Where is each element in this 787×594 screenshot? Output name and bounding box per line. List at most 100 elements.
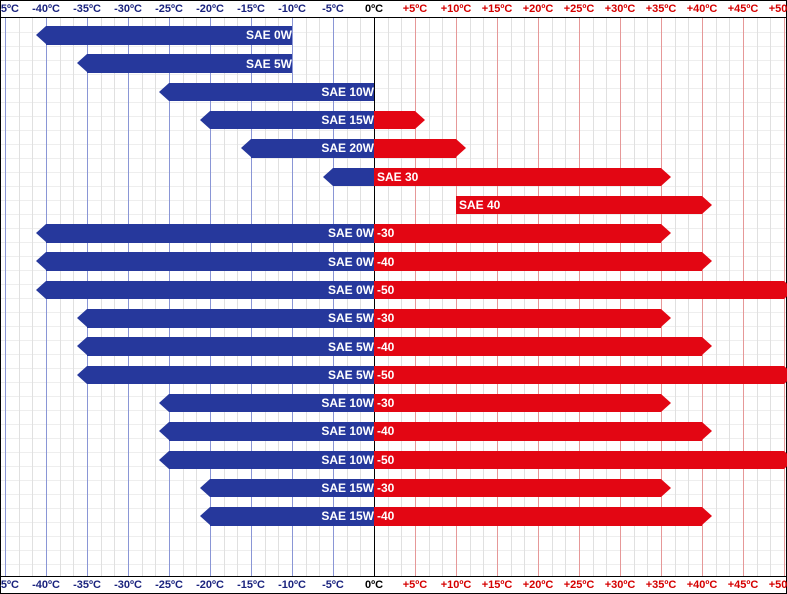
bar-row: SAE 30 bbox=[1, 168, 786, 187]
bar-row: SAE 5W-40 bbox=[1, 337, 786, 356]
axis-tick-label: +15ºC bbox=[477, 3, 518, 15]
axis-tick-label: +20ºC bbox=[518, 579, 559, 591]
bar-cold-label: SAE 20W bbox=[251, 139, 377, 158]
bar-hot-label: -40 bbox=[374, 337, 705, 356]
bar-hot-label: -40 bbox=[374, 422, 705, 441]
axis-tick-label: +25ºC bbox=[559, 3, 600, 15]
axis-tick-label: -20ºC bbox=[190, 3, 231, 15]
bar-cold-label: SAE 5W bbox=[87, 54, 295, 73]
bar-cold-label: SAE 5W bbox=[87, 366, 377, 385]
bar-hot-label: -30 bbox=[374, 394, 664, 413]
arrow-left-icon bbox=[323, 168, 333, 186]
bar-cold-label: SAE 10W bbox=[169, 394, 377, 413]
bar-row: SAE 0W-40 bbox=[1, 252, 786, 271]
axis-tick-label: -35ºC bbox=[67, 3, 108, 15]
axis-tick-label: +5ºC bbox=[395, 3, 436, 15]
bar-cold-label: SAE 0W bbox=[46, 252, 377, 271]
axis-tick-label: -40ºC bbox=[26, 579, 67, 591]
arrow-left-icon bbox=[36, 252, 46, 270]
axis-tick-label: +30ºC bbox=[600, 579, 641, 591]
arrow-right-icon bbox=[456, 139, 466, 157]
axis-tick-label: -40ºC bbox=[26, 3, 67, 15]
bar-cold-label: SAE 15W bbox=[210, 111, 377, 130]
arrow-left-icon bbox=[159, 422, 169, 440]
bar-hot bbox=[374, 139, 456, 158]
arrow-left-icon bbox=[200, 507, 210, 525]
axis-tick-label: -30ºC bbox=[108, 579, 149, 591]
axis-tick-label: -5ºC bbox=[313, 579, 354, 591]
sae-viscosity-chart: -45ºC-40ºC-35ºC-30ºC-25ºC-20ºC-15ºC-10ºC… bbox=[0, 0, 787, 594]
bar-cold-label: SAE 0W bbox=[46, 281, 377, 300]
arrow-left-icon bbox=[200, 111, 210, 129]
arrow-left-icon bbox=[241, 139, 251, 157]
arrow-left-icon bbox=[159, 83, 169, 101]
axis-tick-label: -25ºC bbox=[149, 3, 190, 15]
bar-hot bbox=[374, 111, 415, 130]
axis-bottom: -45ºC-40ºC-35ºC-30ºC-25ºC-20ºC-15ºC-10ºC… bbox=[1, 577, 786, 593]
arrow-left-icon bbox=[77, 54, 87, 72]
bar-row: SAE 15W bbox=[1, 111, 786, 130]
axis-tick-label: 0ºC bbox=[354, 579, 395, 591]
bar-cold-label: SAE 0W bbox=[46, 26, 295, 45]
axis-tick-label: -35ºC bbox=[67, 579, 108, 591]
bar-row: SAE 5W-30 bbox=[1, 309, 786, 328]
arrow-right-icon bbox=[415, 111, 425, 129]
bar-row: SAE 40 bbox=[1, 196, 786, 215]
bar-cold-label: SAE 15W bbox=[210, 479, 377, 498]
axis-tick-label: -10ºC bbox=[272, 579, 313, 591]
axis-tick-label: -15ºC bbox=[231, 3, 272, 15]
axis-tick-label: +45ºC bbox=[723, 3, 764, 15]
axis-tick-label: +35ºC bbox=[641, 579, 682, 591]
axis-tick-label: +50ºC bbox=[764, 579, 787, 591]
bar-cold-label: SAE 10W bbox=[169, 451, 377, 470]
axis-tick-label: +10ºC bbox=[436, 579, 477, 591]
bar-row: SAE 10W-40 bbox=[1, 422, 786, 441]
bar-hot-label: -50 bbox=[374, 451, 787, 470]
arrow-left-icon bbox=[36, 26, 46, 44]
bar-hot-label: -30 bbox=[374, 479, 664, 498]
axis-tick-label: -10ºC bbox=[272, 3, 313, 15]
arrow-left-icon bbox=[77, 337, 87, 355]
axis-tick-label: -15ºC bbox=[231, 579, 272, 591]
arrow-left-icon bbox=[36, 224, 46, 242]
axis-tick-label: +50ºC bbox=[764, 3, 787, 15]
bar-hot-label: -30 bbox=[374, 309, 664, 328]
arrow-left-icon bbox=[159, 394, 169, 412]
arrow-left-icon bbox=[36, 281, 46, 299]
axis-tick-label: +45ºC bbox=[723, 579, 764, 591]
bar-hot-label: -40 bbox=[374, 252, 705, 271]
axis-tick-label: +35ºC bbox=[641, 3, 682, 15]
axis-tick-label: -5ºC bbox=[313, 3, 354, 15]
axis-tick-label: +25ºC bbox=[559, 579, 600, 591]
bar-row: SAE 20W bbox=[1, 139, 786, 158]
bar-hot-label: SAE 30 bbox=[374, 168, 664, 187]
axis-top: -45ºC-40ºC-35ºC-30ºC-25ºC-20ºC-15ºC-10ºC… bbox=[1, 1, 786, 17]
bar-cold bbox=[333, 168, 374, 187]
axis-tick-label: +10ºC bbox=[436, 3, 477, 15]
bar-hot-label: -30 bbox=[374, 224, 664, 243]
bar-hot-label: -50 bbox=[374, 281, 787, 300]
bar-row: SAE 10W-50 bbox=[1, 451, 786, 470]
bar-row: SAE 0W-30 bbox=[1, 224, 786, 243]
bar-row: SAE 0W-50 bbox=[1, 281, 786, 300]
bar-cold-label: SAE 10W bbox=[169, 422, 377, 441]
bar-cold-label: SAE 15W bbox=[210, 507, 377, 526]
axis-tick-label: +40ºC bbox=[682, 3, 723, 15]
bar-row: SAE 15W-30 bbox=[1, 479, 786, 498]
axis-tick-label: +15ºC bbox=[477, 579, 518, 591]
bar-hot-label: -40 bbox=[374, 507, 705, 526]
axis-tick-label: 0ºC bbox=[354, 3, 395, 15]
axis-tick-label: -45ºC bbox=[0, 3, 26, 15]
axis-tick-label: +20ºC bbox=[518, 3, 559, 15]
bar-cold-label: SAE 10W bbox=[169, 83, 377, 102]
arrow-left-icon bbox=[77, 366, 87, 384]
axis-tick-label: -30ºC bbox=[108, 3, 149, 15]
bar-hot-label: SAE 40 bbox=[456, 196, 705, 215]
plot-area: SAE 0W SAE 5W SAE 10W SAE 15W SAE 20W SAE 30 S… bbox=[1, 17, 786, 577]
bar-hot-label: -50 bbox=[374, 366, 787, 385]
bar-row: SAE 5W-50 bbox=[1, 366, 786, 385]
bar-cold-label: SAE 5W bbox=[87, 337, 377, 356]
arrow-left-icon bbox=[159, 451, 169, 469]
bar-row: SAE 10W-30 bbox=[1, 394, 786, 413]
axis-tick-label: +5ºC bbox=[395, 579, 436, 591]
